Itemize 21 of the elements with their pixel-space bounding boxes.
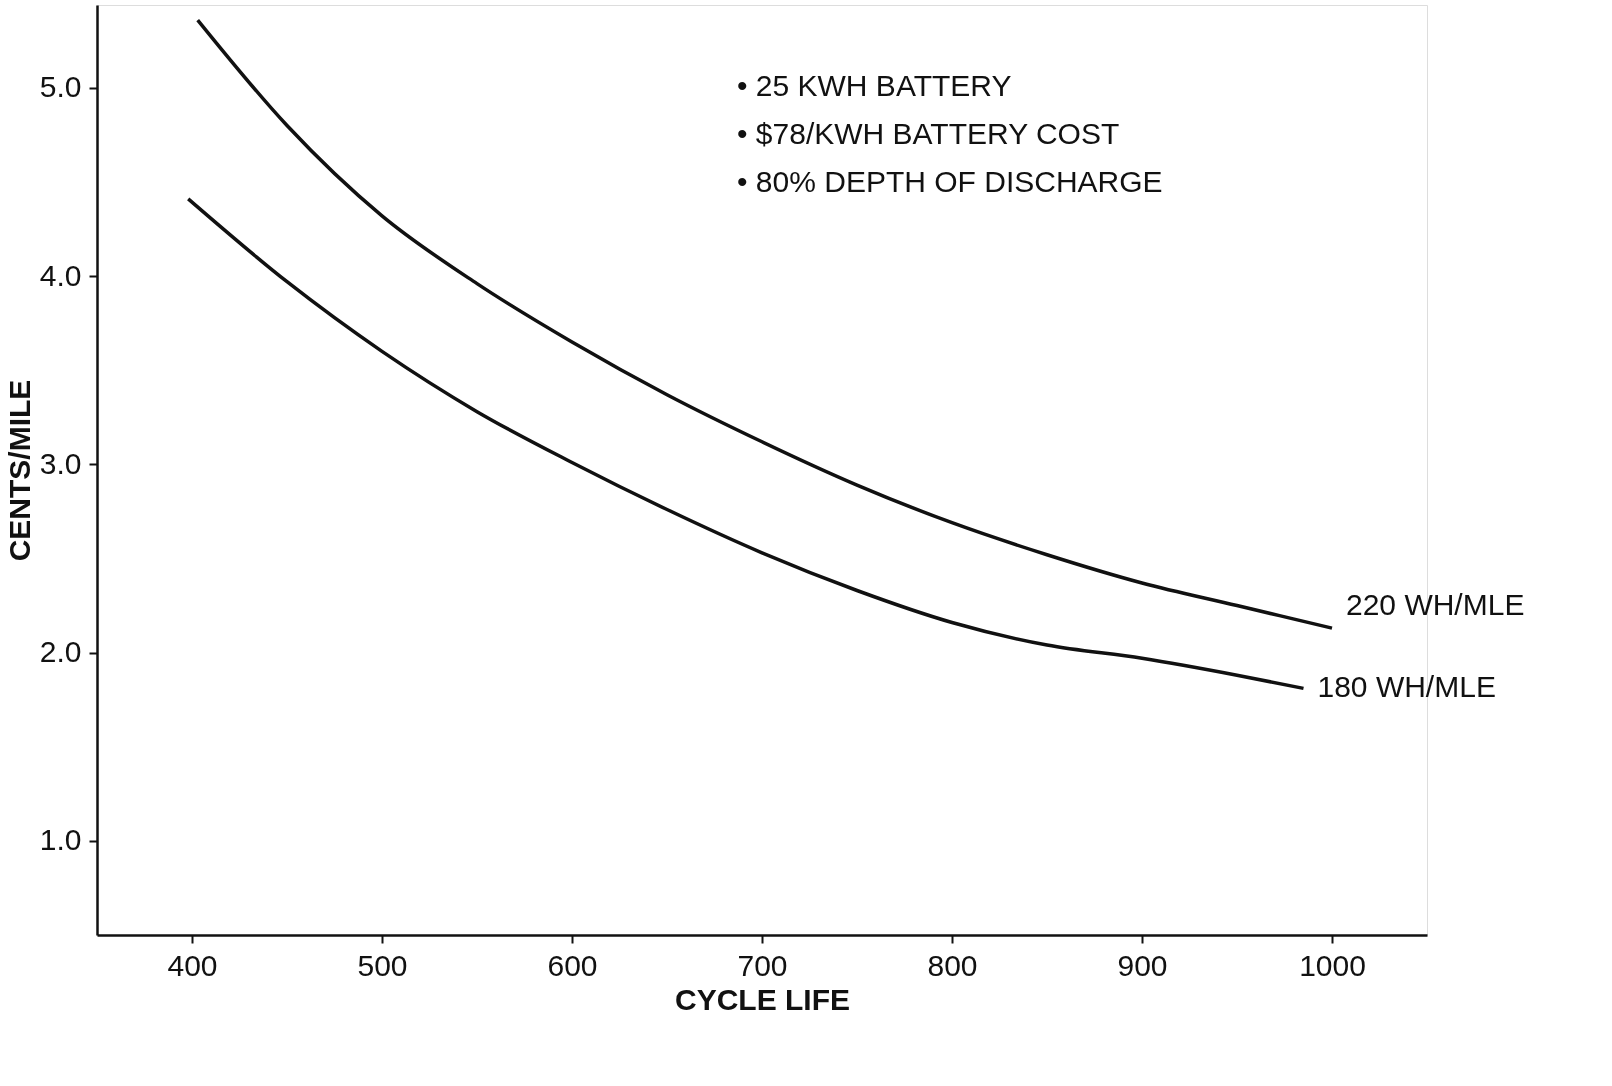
line-series <box>186 197 1306 691</box>
y-tick-label: 1.0 <box>39 823 82 857</box>
x-tick-label: 500 <box>357 948 408 982</box>
x-tick-label: 400 <box>167 948 218 982</box>
y-axis-title: CENTS/MILE <box>2 379 36 562</box>
line-series <box>195 18 1334 630</box>
x-tick-label: 600 <box>547 948 598 982</box>
y-tick-label: 2.0 <box>39 635 82 669</box>
x-tick-label: 1000 <box>1299 948 1366 982</box>
series-label: 180 WH/MLE <box>1317 670 1496 704</box>
y-tick-label: 5.0 <box>39 70 82 104</box>
y-tick-label: 3.0 <box>39 446 82 480</box>
series-label: 220 WH/MLE <box>1346 588 1525 622</box>
x-tick-label: 700 <box>737 948 788 982</box>
x-axis-title: CYCLE LIFE <box>674 982 851 1016</box>
annotation: • 25 KWH BATTERY <box>737 69 1012 102</box>
annotation: • 80% DEPTH OF DISCHARGE <box>737 165 1163 198</box>
annotation: • $78/KWH BATTERY COST <box>737 117 1120 150</box>
x-tick-label: 800 <box>927 948 978 982</box>
x-tick-label: 900 <box>1117 948 1168 982</box>
y-tick-label: 4.0 <box>39 258 82 292</box>
